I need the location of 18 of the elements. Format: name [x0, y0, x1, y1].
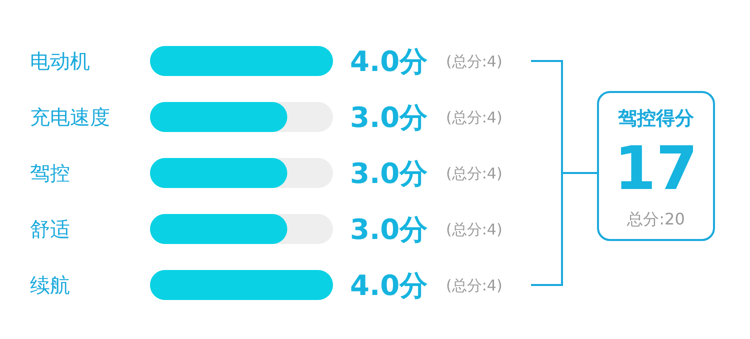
- text: (总分:4): [446, 108, 502, 126]
- data-label: 3.0分: [350, 100, 429, 134]
- text: 驾控得分: [617, 108, 695, 130]
- y-tick-label: 电动机: [30, 49, 90, 73]
- text: (总分:4): [446, 52, 502, 70]
- y-tick-label: 续航: [30, 273, 70, 297]
- text: (总分:4): [446, 220, 502, 238]
- text: 17: [614, 134, 698, 204]
- text: (总分:4): [446, 276, 502, 294]
- data-label: 3.0分: [350, 156, 429, 190]
- text: 总分:20: [626, 210, 685, 229]
- y-tick-label: 驾控: [30, 161, 70, 185]
- y-tick-label: 舒适: [30, 217, 70, 241]
- data-label: 4.0分: [350, 44, 429, 78]
- text: (总分:4): [446, 164, 502, 182]
- data-label: 3.0分: [350, 212, 429, 246]
- y-tick-label: 充电速度: [30, 105, 110, 129]
- data-label: 4.0分: [350, 268, 429, 302]
